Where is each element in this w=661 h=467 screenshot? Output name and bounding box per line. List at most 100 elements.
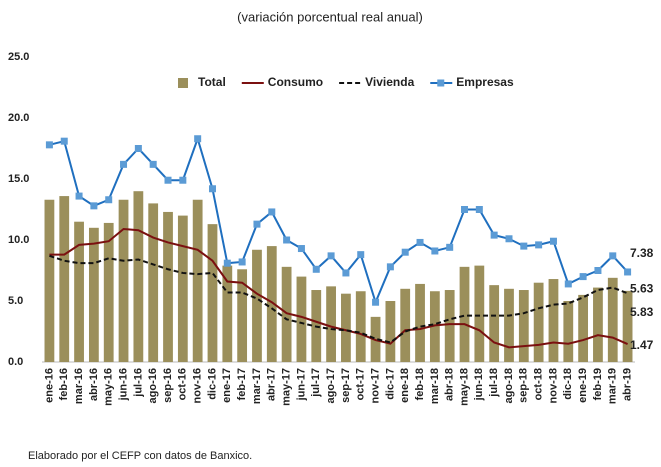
marker [238, 258, 246, 266]
marker [164, 176, 172, 184]
marker [194, 135, 202, 143]
x-tick-label: abr-19 [621, 368, 633, 401]
bar [548, 279, 559, 362]
bar [133, 191, 144, 362]
bar [415, 283, 425, 362]
x-tick-label: mar-18 [429, 368, 441, 404]
line-series [49, 254, 628, 344]
marker [223, 259, 231, 267]
x-tick-label: nov-16 [192, 368, 204, 403]
bar [429, 291, 440, 362]
bar [88, 227, 99, 362]
legend-label: Consumo [268, 75, 323, 89]
line-series [49, 227, 628, 349]
marker [520, 242, 528, 250]
marker [461, 206, 469, 213]
x-tick-label: may-18 [458, 368, 470, 406]
x-tick-label: sep-16 [162, 368, 174, 403]
bar [533, 282, 544, 362]
x-tick-label: ene-16 [43, 368, 55, 403]
x-tick-label: feb-16 [58, 368, 70, 400]
x-tick-label: mar-17 [251, 368, 263, 404]
x-tick-label: jun-16 [117, 368, 129, 401]
marker [45, 141, 53, 149]
bar [266, 246, 277, 362]
y-tick-label: 25.0 [8, 51, 29, 63]
marker [268, 208, 276, 216]
bar [607, 277, 618, 362]
end-value-label: 5.63 [630, 281, 654, 295]
bar [192, 199, 203, 362]
marker [105, 196, 113, 204]
bar [163, 211, 173, 362]
x-tick-label: feb-19 [592, 368, 604, 400]
marker [505, 235, 513, 243]
marker [357, 251, 365, 259]
x-tick-label: abr-18 [444, 368, 456, 401]
bar [252, 249, 262, 362]
marker [564, 280, 572, 288]
bar [518, 290, 529, 362]
bar [385, 301, 396, 362]
x-tick-label: mar-19 [607, 368, 619, 404]
bar [341, 293, 351, 362]
bar [504, 288, 514, 362]
legend-label: Vivienda [365, 75, 414, 89]
bar [103, 222, 114, 362]
legend-label: Total [198, 75, 226, 89]
x-tick-label: abr-16 [88, 368, 100, 401]
bar [444, 290, 455, 362]
source-note: Elaborado por el CEFP con datos de Banxi… [28, 450, 252, 462]
line-series [49, 135, 629, 306]
bar [355, 291, 366, 362]
x-tick-label: dic-17 [384, 368, 396, 400]
x-tick-label: oct-17 [355, 368, 367, 400]
x-tick-label: nov-18 [547, 368, 559, 403]
marker [609, 252, 617, 260]
marker [90, 202, 98, 210]
marker [120, 160, 128, 168]
bar [148, 203, 159, 362]
marker [579, 273, 587, 281]
marker [372, 298, 380, 306]
y-tick-label: 20.0 [8, 112, 29, 124]
marker [283, 236, 291, 244]
marker [253, 220, 261, 228]
x-tick-label: nov-17 [369, 368, 381, 403]
x-tick-label: feb-17 [236, 368, 248, 400]
end-value-label: 5.83 [630, 305, 654, 319]
marker [386, 263, 394, 271]
legend-swatch [437, 79, 445, 87]
bar [296, 276, 307, 362]
end-value-label: 7.38 [630, 246, 654, 260]
x-tick-label: ago-16 [147, 368, 159, 403]
y-tick-label: 5.0 [8, 295, 23, 307]
bar [593, 287, 603, 362]
x-tick-label: ene-19 [577, 368, 589, 403]
marker [297, 245, 305, 253]
bar [281, 266, 292, 362]
marker [312, 265, 320, 273]
bar [59, 196, 70, 362]
y-tick-label: 15.0 [8, 173, 29, 185]
x-tick-label: ago-18 [503, 368, 515, 403]
bar [74, 221, 84, 362]
bar [44, 199, 55, 362]
x-tick-label: jul-16 [132, 368, 144, 398]
x-tick-label: may-16 [103, 368, 115, 406]
marker [624, 268, 632, 276]
x-tick-label: jul-17 [310, 368, 322, 398]
marker [75, 192, 83, 200]
marker [475, 206, 483, 213]
legend-swatch [178, 78, 188, 88]
y-tick-label: 0.0 [8, 356, 23, 368]
marker [549, 237, 557, 245]
marker [446, 243, 454, 251]
chart-subtitle: (variación porcentual real anual) [237, 9, 423, 24]
marker [401, 248, 409, 256]
bar [622, 290, 633, 362]
bar [207, 224, 218, 362]
end-value-label: 1.47 [630, 338, 654, 352]
x-tick-label: sep-18 [518, 368, 530, 403]
